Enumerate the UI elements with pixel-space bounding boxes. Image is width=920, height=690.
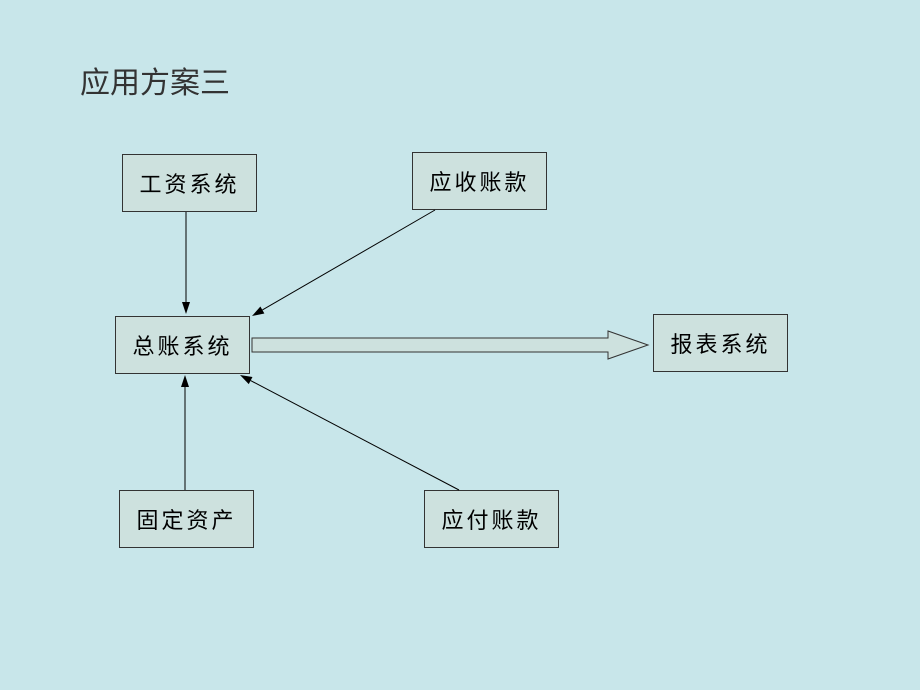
node-label: 应付账款 — [441, 503, 541, 535]
node-fixed-assets: 固定资产 — [119, 490, 254, 548]
node-label: 应收账款 — [429, 165, 529, 197]
node-accounts-receivable: 应收账款 — [412, 152, 547, 210]
node-label: 固定资产 — [136, 503, 236, 535]
diagram-title: 应用方案三 — [80, 58, 230, 102]
node-label: 报表系统 — [670, 327, 770, 359]
node-wage-system: 工资系统 — [122, 154, 257, 212]
node-general-ledger: 总账系统 — [115, 316, 250, 374]
node-accounts-payable: 应付账款 — [424, 490, 559, 548]
node-label: 总账系统 — [132, 329, 232, 361]
node-report-system: 报表系统 — [653, 314, 788, 372]
node-label: 工资系统 — [139, 167, 239, 199]
